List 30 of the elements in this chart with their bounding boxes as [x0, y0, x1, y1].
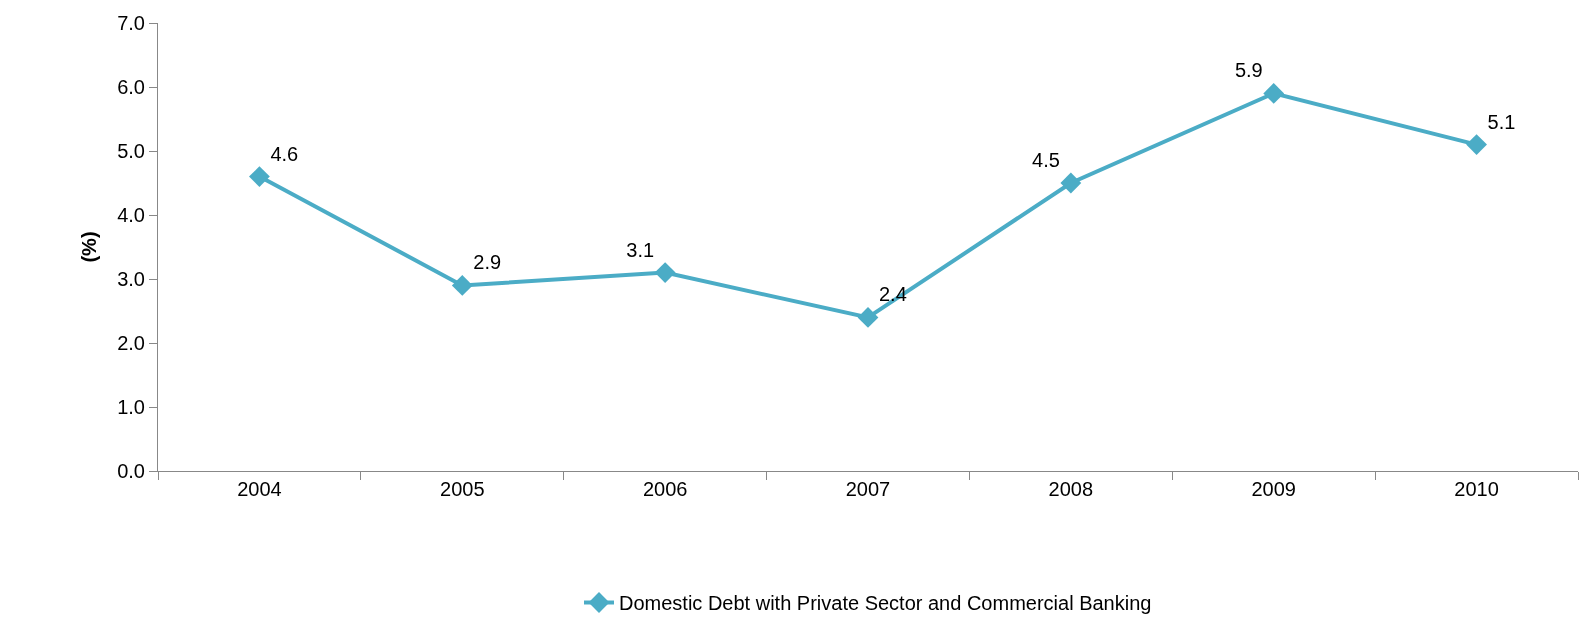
point [654, 262, 676, 283]
y-tick-label: 3.0 [117, 268, 145, 290]
data-label: 5.9 [1234, 59, 1263, 82]
x-tick-label: 2010 [1454, 478, 1499, 500]
y-tick-label: 6.0 [117, 76, 145, 98]
data-label: 4.5 [1032, 149, 1060, 171]
x-tick-label: 2007 [845, 478, 891, 500]
point [1060, 172, 1082, 194]
x-tick-label: 2009 [1251, 478, 1296, 500]
y-tick-label: 2.0 [117, 332, 145, 354]
data-label: 3.1 [626, 238, 655, 261]
point [249, 166, 270, 187]
data-label: 2.9 [473, 251, 502, 274]
point [1263, 83, 1285, 104]
point [451, 275, 473, 296]
x-tick-label: 2008 [1048, 478, 1094, 500]
x-tick-label: 2006 [642, 478, 688, 500]
y-tick-label: 4.0 [117, 204, 145, 226]
point [857, 307, 879, 328]
data-label: 4.6 [270, 142, 299, 165]
data-label: 5.1 [1487, 110, 1516, 133]
y-axis-title: (%) [77, 231, 100, 263]
x-tick-label: 2005 [440, 478, 485, 500]
point [1466, 134, 1487, 155]
y-tick-label: 5.0 [117, 140, 145, 162]
y-tick-label: 1.0 [117, 396, 145, 418]
y-tick-label: 7.0 [117, 12, 145, 34]
legend-label: Domestic Debt with Private Sector and Commercial Banking [619, 592, 1152, 615]
x-tick-label: 2004 [237, 478, 282, 500]
y-tick-label: 0.0 [117, 460, 145, 482]
